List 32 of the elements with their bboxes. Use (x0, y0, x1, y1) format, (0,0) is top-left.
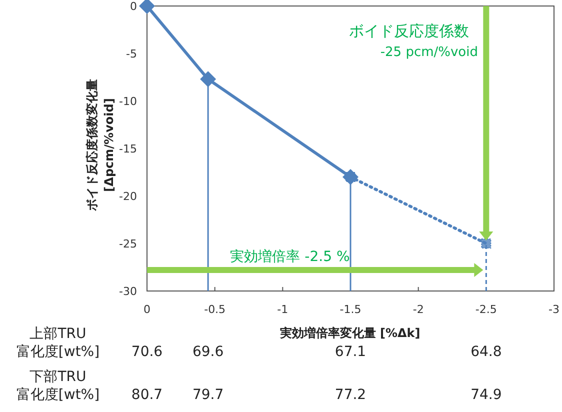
x-tick-label: -2.5 (475, 303, 497, 316)
point (200, 71, 216, 88)
x-axis-title: 実効増倍率変化量 [%Δk] (278, 326, 420, 340)
text: 下部TRU 富化度[wt%] (16, 369, 100, 403)
point (481, 238, 492, 248)
x-tick-label: -0.5 (204, 303, 226, 316)
text: 79.7 (192, 387, 224, 403)
text: 67.1 (334, 344, 366, 360)
text: 74.9 (470, 387, 502, 403)
text: 上部TRU 富化度[wt%] (16, 326, 100, 360)
point (139, 0, 155, 14)
y-tick-label: -25 (119, 238, 137, 250)
y-tick-label: -5 (126, 48, 137, 60)
x-tick-label: -1.5 (340, 303, 362, 316)
y-tick-label: -30 (119, 285, 137, 298)
text: 80.7 (131, 387, 163, 403)
text: 77.2 (334, 387, 366, 403)
annotation: -25 pcm/%void (380, 45, 478, 60)
x-tick-label: 0 (144, 303, 150, 316)
x-tick-label: -3 (548, 303, 560, 316)
y-axis-title: ボイド反応度係数変化量 [Δpcm/%void] (85, 79, 116, 212)
x-tick-label: -1 (277, 303, 288, 316)
y-tick-label: 0 (130, 0, 137, 13)
y-tick-label: -20 (119, 190, 137, 203)
text: 69.6 (192, 344, 224, 360)
x-tick-label: -2 (412, 303, 424, 316)
text: 64.8 (470, 344, 502, 360)
y-tick-label: -10 (119, 95, 137, 108)
text: 70.6 (131, 344, 163, 360)
annotation: ボイド反応度係数 (349, 22, 470, 40)
y-tick-label: -15 (119, 142, 137, 156)
annotation: 実効増倍率 -2.5 % (230, 248, 350, 265)
